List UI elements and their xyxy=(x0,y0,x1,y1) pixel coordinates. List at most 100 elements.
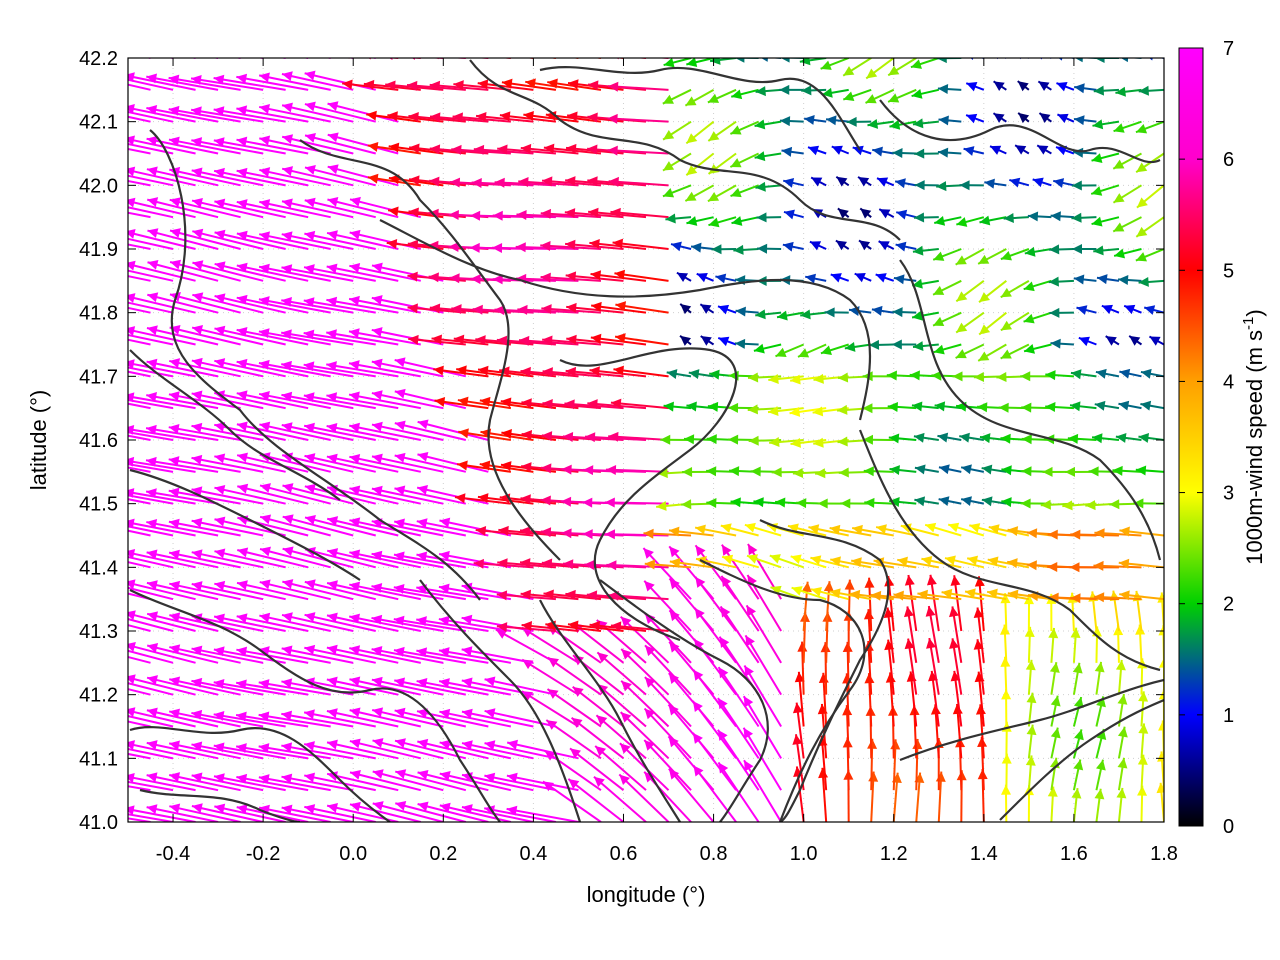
wind-arrowhead xyxy=(461,646,473,657)
wind-arrowhead xyxy=(303,329,315,340)
wind-vector xyxy=(236,296,309,314)
wind-arrowhead xyxy=(1119,590,1130,601)
wind-arrowhead xyxy=(517,304,528,315)
wind-vector xyxy=(303,394,376,410)
wind-arrowhead xyxy=(743,696,754,708)
wind-arrowhead xyxy=(1024,246,1036,257)
wind-arrowhead xyxy=(1072,147,1084,158)
wind-vector xyxy=(326,231,399,250)
wind-arrowhead xyxy=(500,461,512,471)
wind-arrowhead xyxy=(471,177,482,188)
wind-vector xyxy=(259,453,331,473)
wind-arrowhead xyxy=(128,293,136,303)
wind-arrowhead xyxy=(461,582,473,593)
wind-vector xyxy=(258,105,331,123)
wind-arrowhead xyxy=(57,549,68,559)
wind-arrowhead xyxy=(281,329,292,340)
wind-vector xyxy=(128,106,196,123)
wind-arrowhead xyxy=(57,611,68,621)
wind-arrowhead xyxy=(439,739,451,750)
y-tick-label: 42.0 xyxy=(79,175,118,197)
wind-vector xyxy=(128,715,174,728)
contour-line xyxy=(139,788,301,822)
wind-vector xyxy=(236,615,309,632)
wind-arrowhead xyxy=(1024,594,1035,605)
wind-arrowhead xyxy=(371,295,383,305)
wind-arrowhead xyxy=(1073,274,1085,285)
wind-arrowhead xyxy=(393,583,405,594)
wind-arrowhead xyxy=(1144,305,1156,315)
wind-arrowhead xyxy=(643,548,654,559)
wind-vector xyxy=(281,712,354,728)
wind-arrowhead xyxy=(1158,625,1164,636)
wind-arrowhead xyxy=(367,141,379,152)
wind-arrowhead xyxy=(1023,313,1035,324)
wind-arrowhead xyxy=(878,241,890,251)
wind-arrowhead xyxy=(801,85,812,96)
wind-arrowhead xyxy=(836,176,848,187)
wind-arrowhead xyxy=(615,333,626,344)
wind-arrowhead xyxy=(911,401,923,412)
wind-arrowhead xyxy=(57,390,68,400)
wind-arrowhead xyxy=(281,198,293,209)
wind-arrowhead xyxy=(790,374,801,385)
wind-vector xyxy=(191,456,264,473)
wind-vector xyxy=(326,549,399,569)
wind-arrowhead xyxy=(372,738,384,748)
wind-vector xyxy=(608,594,669,601)
wind-vector xyxy=(349,519,421,537)
wind-vector xyxy=(146,106,219,123)
wind-vector xyxy=(214,231,286,250)
wind-arrowhead xyxy=(236,262,248,273)
wind-arrowhead xyxy=(561,528,572,539)
wind-arrowhead xyxy=(282,102,293,113)
wind-vector xyxy=(169,678,241,696)
y-axis-label: latitude (°) xyxy=(26,390,51,491)
wind-arrowhead xyxy=(903,606,914,618)
wind-arrowhead xyxy=(417,484,428,495)
wind-arrowhead xyxy=(981,464,993,475)
wind-arrowhead xyxy=(783,209,795,220)
wind-vector xyxy=(608,180,669,187)
wind-vector xyxy=(371,455,444,473)
wind-arrowhead xyxy=(146,740,158,750)
wind-vector xyxy=(604,501,669,505)
wind-arrowhead xyxy=(904,638,915,650)
wind-vector xyxy=(569,747,625,791)
wind-arrowhead xyxy=(147,197,159,207)
wind-vector xyxy=(304,72,376,91)
wind-arrowhead xyxy=(956,291,968,302)
wind-vector xyxy=(326,710,399,728)
wind-arrowhead xyxy=(327,548,339,558)
wind-arrowhead xyxy=(1138,432,1150,443)
wind-arrowhead xyxy=(102,674,113,684)
wind-arrowhead xyxy=(862,434,874,445)
wind-vector xyxy=(304,103,376,123)
wind-arrowhead xyxy=(1117,726,1128,738)
wind-arrowhead xyxy=(892,307,903,318)
wind-arrowhead xyxy=(1135,124,1148,134)
wind-arrowhead xyxy=(169,708,180,719)
wind-arrowhead xyxy=(586,590,598,601)
wind-arrowhead xyxy=(327,739,338,750)
wind-arrowhead xyxy=(146,707,158,718)
wind-arrowhead xyxy=(867,738,878,749)
wind-arrowhead xyxy=(213,678,225,689)
wind-arrowhead xyxy=(809,241,822,251)
wind-vector xyxy=(570,717,625,760)
wind-arrowhead xyxy=(1045,402,1056,413)
wind-arrowhead xyxy=(560,496,572,507)
wind-vector xyxy=(128,676,196,696)
wind-vector xyxy=(395,802,467,822)
wind-arrowhead xyxy=(685,191,697,202)
wind-vector xyxy=(191,488,264,505)
wind-arrowhead xyxy=(146,518,158,529)
wind-arrowhead xyxy=(385,80,396,91)
wind-arrowhead xyxy=(1073,697,1084,708)
wind-arrowhead xyxy=(439,517,451,528)
contour-line xyxy=(379,219,872,421)
wind-arrowhead xyxy=(583,465,594,476)
x-tick-label: 0.4 xyxy=(519,843,547,865)
wind-arrowhead xyxy=(236,679,247,690)
wind-vector xyxy=(128,529,151,537)
